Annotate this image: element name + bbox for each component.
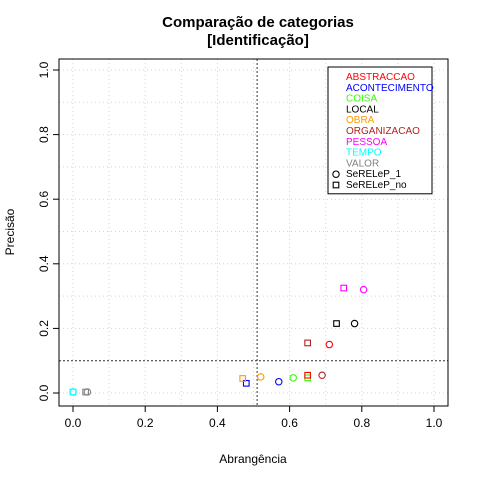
legend-entry-label: COISA [346,94,377,105]
legend-entry-label: PESSOA [346,137,387,148]
x-tick-label: 0.0 [65,416,82,430]
legend-entry-label: ABSTRACCAO [346,72,415,83]
x-tick-label: 0.6 [281,416,298,430]
legend-entry-label: ACONTECIMENTO [346,83,434,94]
x-tick-label: 0.2 [137,416,154,430]
data-points [69,284,368,396]
data-point [333,320,340,327]
y-tick-label: 0.4 [37,255,51,272]
legend-entry-label: SeRELeP_no [346,180,407,191]
x-axis: 0.0 0.2 0.4 0.6 0.8 1.0 [65,405,443,430]
y-tick-label: 0.2 [37,320,51,337]
data-point [242,379,250,387]
data-point [340,284,348,292]
legend-entry-label: OBRA [346,115,375,126]
legend-box [327,66,433,195]
data-point [239,375,247,382]
legend-entry-label: LOCAL [346,104,379,115]
legend-entry-label: ORGANIZACAO [346,126,420,137]
data-point [350,319,359,328]
legend-entry-label: SeRELeP_1 [346,169,401,180]
y-tick-label: 0.0 [37,384,51,401]
data-point [289,374,297,382]
legend-entry-label: VALOR [346,158,379,169]
legend: ABSTRACCAOACONTECIMENTOCOISALOCALOBRAORG… [327,66,434,195]
data-point [304,339,312,347]
legend-marker [332,170,340,178]
y-tick-label: 0.8 [37,126,51,143]
x-tick-label: 0.8 [353,416,370,430]
data-point [325,340,334,349]
y-axis-label: Precisão [3,208,17,255]
legend-marker [332,181,340,189]
y-axis: 0.0 0.2 0.4 0.6 0.8 1.0 [37,61,60,401]
legend-entry-label: TEMPO [346,148,382,159]
data-point [256,373,265,381]
x-tick-label: 0.4 [209,416,226,430]
data-point [275,377,283,386]
data-point [304,371,312,379]
y-tick-label: 1.0 [37,61,51,78]
data-point [318,371,326,379]
chart-title: Comparação de categorias [162,14,354,31]
x-axis-label: Abrangência [219,452,287,466]
reference-lines [59,59,448,406]
y-tick-label: 0.6 [37,191,51,208]
data-point [82,388,89,396]
x-tick-label: 1.0 [426,416,443,430]
chart-subtitle: [Identificação] [207,32,309,49]
data-point [69,388,77,396]
data-point [359,285,368,294]
